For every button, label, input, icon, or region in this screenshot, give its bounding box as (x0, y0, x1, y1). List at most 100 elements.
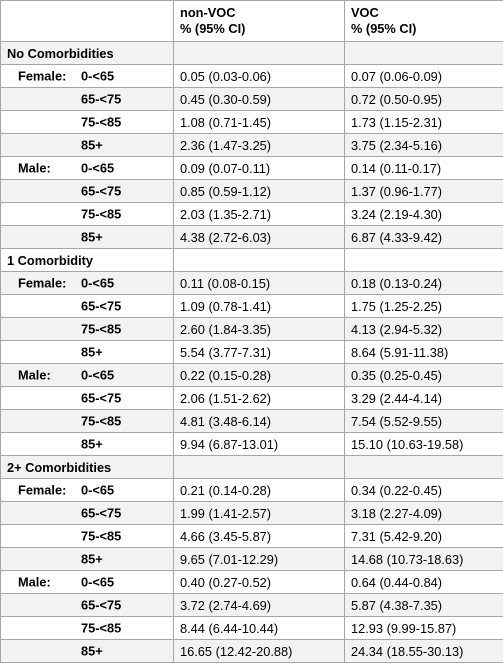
voc-value: 0.34 (0.22-0.45) (344, 478, 503, 502)
table-row: 85+ 9.94 (6.87-13.01) 15.10 (10.63-19.58) (0, 432, 503, 456)
header-voc: VOC % (95% CI) (344, 0, 503, 42)
non-voc-value: 0.05 (0.03-0.06) (173, 64, 345, 88)
non-voc-value: 5.54 (3.77-7.31) (173, 340, 345, 364)
voc-value: 3.29 (2.44-4.14) (344, 386, 503, 410)
row-label-cell: Female: 0-<65 (0, 478, 174, 502)
age-group-label: 85+ (81, 229, 103, 245)
row-label-cell: 65-<75 (0, 179, 174, 203)
age-group-label: 0-<65 (81, 275, 115, 291)
non-voc-value: 8.44 (6.44-10.44) (173, 616, 345, 640)
voc-value: 0.14 (0.11-0.17) (344, 156, 503, 180)
non-voc-value: 3.72 (2.74-4.69) (173, 593, 345, 617)
age-group-label: 65-<75 (81, 183, 122, 199)
header-non-voc-unit: % (95% CI) (180, 21, 246, 36)
row-label-cell: 75-<85 (0, 202, 174, 226)
voc-value: 0.18 (0.13-0.24) (344, 271, 503, 295)
age-group-label: 65-<75 (81, 390, 122, 406)
table-row: 75-<85 1.08 (0.71-1.45) 1.73 (1.15-2.31) (0, 110, 503, 134)
voc-value: 24.34 (18.55-30.13) (344, 639, 503, 663)
section-header-row: 2+ Comorbidities (0, 455, 503, 479)
header-voc-title: VOC (351, 5, 379, 20)
row-label-cell: 65-<75 (0, 294, 174, 318)
table-row: 85+ 5.54 (3.77-7.31) 8.64 (5.91-11.38) (0, 340, 503, 364)
non-voc-value: 0.22 (0.15-0.28) (173, 363, 345, 387)
non-voc-value: 1.99 (1.41-2.57) (173, 501, 345, 525)
header-voc-unit: % (95% CI) (351, 21, 417, 36)
table-row: 85+ 4.38 (2.72-6.03) 6.87 (4.33-9.42) (0, 225, 503, 249)
row-label-cell: 65-<75 (0, 87, 174, 111)
table-row: 75-<85 4.81 (3.48-6.14) 7.54 (5.52-9.55) (0, 409, 503, 433)
voc-value: 7.54 (5.52-9.55) (344, 409, 503, 433)
section-header-row: 1 Comorbidity (0, 248, 503, 272)
voc-value: 7.31 (5.42-9.20) (344, 524, 503, 548)
table-row: 65-<75 2.06 (1.51-2.62) 3.29 (2.44-4.14) (0, 386, 503, 410)
voc-value: 8.64 (5.91-11.38) (344, 340, 503, 364)
age-group-label: 75-<85 (81, 413, 122, 429)
voc-value: 4.13 (2.94-5.32) (344, 317, 503, 341)
table-row: 65-<75 0.85 (0.59-1.12) 1.37 (0.96-1.77) (0, 179, 503, 203)
age-group-label: 85+ (81, 643, 103, 659)
voc-value: 0.35 (0.25-0.45) (344, 363, 503, 387)
row-label-cell: Female: 0-<65 (0, 64, 174, 88)
table-row: Male: 0-<65 0.22 (0.15-0.28) 0.35 (0.25-0.4… (0, 363, 503, 387)
table-row: Female: 0-<65 0.05 (0.03-0.06) 0.07 (0.06-0… (0, 64, 503, 88)
non-voc-value: 1.08 (0.71-1.45) (173, 110, 345, 134)
table-row: 75-<85 4.66 (3.45-5.87) 7.31 (5.42-9.20) (0, 524, 503, 548)
table-row: 75-<85 2.03 (1.35-2.71) 3.24 (2.19-4.30) (0, 202, 503, 226)
sex-label: Male: (18, 574, 51, 590)
table-row: Female: 0-<65 0.11 (0.08-0.15) 0.18 (0.13-0… (0, 271, 503, 295)
sex-label: Female: (18, 275, 67, 291)
section-empty-cell (344, 455, 503, 479)
table-row: Male: 0-<65 0.40 (0.27-0.52) 0.64 (0.44-0.8… (0, 570, 503, 594)
sex-label: Male: (18, 367, 51, 383)
non-voc-value: 9.65 (7.01-12.29) (173, 547, 345, 571)
sex-label: Female: (18, 68, 67, 84)
row-label-cell: 65-<75 (0, 593, 174, 617)
age-group-label: 65-<75 (81, 505, 122, 521)
non-voc-value: 9.94 (6.87-13.01) (173, 432, 345, 456)
table-row: 75-<85 8.44 (6.44-10.44) 12.93 (9.99-15.87… (0, 616, 503, 640)
section-empty-cell (173, 455, 345, 479)
section-title: 1 Comorbidity (0, 248, 174, 272)
voc-value: 3.75 (2.34-5.16) (344, 133, 503, 157)
voc-value: 5.87 (4.38-7.35) (344, 593, 503, 617)
voc-value: 3.18 (2.27-4.09) (344, 501, 503, 525)
row-label-cell: 85+ (0, 133, 174, 157)
non-voc-value: 4.66 (3.45-5.87) (173, 524, 345, 548)
age-group-label: 65-<75 (81, 91, 122, 107)
age-group-label: 0-<65 (81, 68, 115, 84)
non-voc-value: 0.85 (0.59-1.12) (173, 179, 345, 203)
header-non-voc-title: non-VOC (180, 5, 236, 20)
non-voc-value: 2.60 (1.84-3.35) (173, 317, 345, 341)
table-row: 85+ 2.36 (1.47-3.25) 3.75 (2.34-5.16) (0, 133, 503, 157)
section-empty-cell (173, 41, 345, 65)
age-group-label: 0-<65 (81, 574, 115, 590)
header-row: non-VOC % (95% CI) VOC % (95% CI) (0, 0, 503, 42)
table-row: Male: 0-<65 0.09 (0.07-0.11) 0.14 (0.11-0.1… (0, 156, 503, 180)
section-empty-cell (344, 41, 503, 65)
voc-value: 3.24 (2.19-4.30) (344, 202, 503, 226)
section-empty-cell (344, 248, 503, 272)
voc-value: 14.68 (10.73-18.63) (344, 547, 503, 571)
sex-label: Male: (18, 160, 51, 176)
row-label-cell: Male: 0-<65 (0, 156, 174, 180)
age-group-label: 75-<85 (81, 114, 122, 130)
row-label-cell: 75-<85 (0, 317, 174, 341)
non-voc-value: 2.06 (1.51-2.62) (173, 386, 345, 410)
voc-value: 0.64 (0.44-0.84) (344, 570, 503, 594)
row-label-cell: 75-<85 (0, 616, 174, 640)
section-header-row: No Comorbidities (0, 41, 503, 65)
age-group-label: 75-<85 (81, 620, 122, 636)
non-voc-value: 2.36 (1.47-3.25) (173, 133, 345, 157)
table-row: Female: 0-<65 0.21 (0.14-0.28) 0.34 (0.22-0… (0, 478, 503, 502)
non-voc-value: 2.03 (1.35-2.71) (173, 202, 345, 226)
voc-value: 12.93 (9.99-15.87) (344, 616, 503, 640)
voc-value: 15.10 (10.63-19.58) (344, 432, 503, 456)
header-empty-cell (0, 0, 174, 42)
table-row: 75-<85 2.60 (1.84-3.35) 4.13 (2.94-5.32) (0, 317, 503, 341)
table-row: 65-<75 1.99 (1.41-2.57) 3.18 (2.27-4.09) (0, 501, 503, 525)
age-group-label: 65-<75 (81, 298, 122, 314)
row-label-cell: Female: 0-<65 (0, 271, 174, 295)
row-label-cell: 75-<85 (0, 409, 174, 433)
